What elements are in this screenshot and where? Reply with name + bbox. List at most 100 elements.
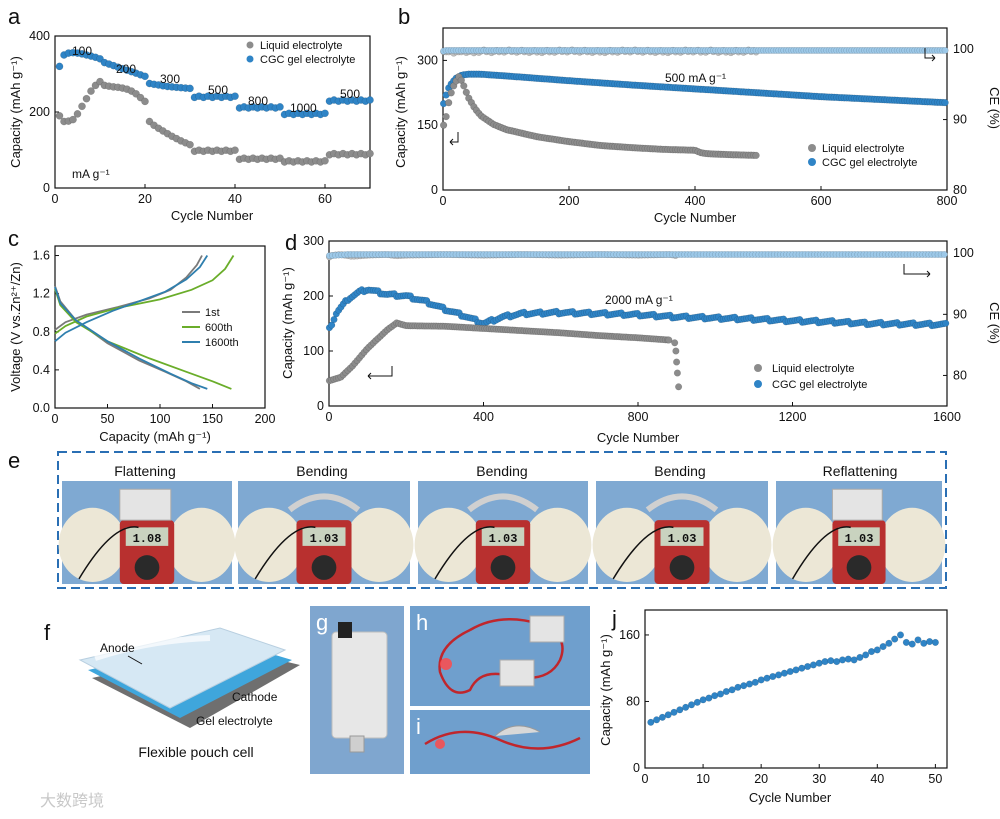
y-tick-label: 200 <box>29 105 50 119</box>
x-tick-label: 40 <box>228 192 242 206</box>
photo-e-2-bent-cell <box>287 493 361 513</box>
legend-d-liquid: Liquid electrolyte <box>772 363 855 375</box>
y-tick-label: 0 <box>431 183 438 197</box>
point-j <box>908 640 916 648</box>
point-j <box>711 692 719 700</box>
point-a-liquid <box>321 156 329 165</box>
arrow-to-left-axis-d <box>368 366 393 377</box>
panel-c-curves <box>54 255 235 390</box>
photo-e-4-probe-wire <box>612 526 674 580</box>
point-a-liquid <box>141 97 149 106</box>
y-tick-label: 0.8 <box>33 325 50 339</box>
point-j <box>722 688 730 696</box>
curve-c-1600th-discharge <box>54 286 208 390</box>
panel-c-xlabel: Capacity (mAh g⁻¹) <box>99 429 211 444</box>
point-a-gel <box>141 72 149 81</box>
point-d-liquid-fade <box>673 369 681 377</box>
point-a-gel <box>276 103 284 111</box>
panel-g: g <box>310 606 404 774</box>
panel-letter-e: e <box>8 448 20 473</box>
point-j <box>931 638 939 646</box>
x-tick-label: 800 <box>937 194 958 208</box>
point-j <box>914 636 922 644</box>
x-tick-label: 150 <box>202 412 223 426</box>
panel-c: c 0 50 100 150 200 0.0 0.4 0.8 1.2 1.6 Capacity (… <box>8 226 275 444</box>
point-b-liquid <box>462 88 470 96</box>
point-j <box>647 718 655 726</box>
point-d-gel <box>330 316 338 324</box>
legend-a-gel: CGC gel electrolyte <box>260 54 355 66</box>
photo-e-1-glove-right <box>167 507 236 582</box>
point-b-gel <box>941 98 949 107</box>
x-tick-label: 200 <box>255 412 276 426</box>
legend-b-gel-marker <box>808 158 816 166</box>
panel-j-points <box>647 631 939 726</box>
rate-label-300: 300 <box>160 72 180 86</box>
point-j <box>664 711 672 719</box>
legend-d-gel: CGC gel electrolyte <box>772 379 867 391</box>
arrow-head-right-b <box>931 54 936 62</box>
curve-c-600th-charge <box>54 255 235 335</box>
point-j <box>885 639 893 647</box>
point-j <box>891 635 899 643</box>
photo-e-5-probe-wire <box>791 526 851 580</box>
label-anode: Anode <box>100 641 135 655</box>
legend-a-liquid: Liquid electrolyte <box>260 40 343 52</box>
y2-tick-label: 100 <box>953 42 974 56</box>
panel-i: i <box>410 710 590 774</box>
panel-a-points <box>55 48 374 166</box>
photo-e-3-glove-right <box>523 507 592 582</box>
panel-b: b 0 200 400 600 800 0 150 300 80 90 100 Cycle Numb… <box>393 4 1000 225</box>
photo-g-tab-top <box>338 622 352 638</box>
y2-tick-label: 90 <box>953 113 967 127</box>
x-tick-label: 400 <box>473 410 494 424</box>
y-tick-label: 0.4 <box>33 363 50 377</box>
rate-unit-label: mA g⁻¹ <box>72 167 110 181</box>
panel-letter-g: g <box>316 610 328 635</box>
photo-e-1-probe-wire <box>78 526 139 580</box>
point-j <box>746 680 754 688</box>
point-j <box>792 666 800 674</box>
point-j <box>775 671 783 679</box>
photo-e-3-bent-cell <box>467 493 539 513</box>
point-b-liquid <box>752 151 760 160</box>
point-j <box>658 713 666 721</box>
x-tick-label: 60 <box>318 192 332 206</box>
panel-letter-b: b <box>398 4 410 29</box>
point-j <box>751 678 759 686</box>
point-a-gel <box>231 92 239 100</box>
photo-e-3-reading: 1.03 <box>489 532 518 546</box>
y-tick-label: 150 <box>417 118 438 132</box>
panel-c-ylabel: Voltage (V vs.Zn²⁺/Zn) <box>8 262 23 392</box>
anode-pointer <box>127 655 143 665</box>
x-tick-label: 0 <box>642 772 649 786</box>
y2-tick-label: 80 <box>953 183 967 197</box>
curve-c-1st-discharge <box>54 285 201 390</box>
panel-e-title-1: Flattening <box>114 463 175 479</box>
point-j <box>850 656 858 664</box>
panel-d-rate: 2000 mA g⁻¹ <box>605 293 673 307</box>
panel-b-points <box>440 46 949 160</box>
panel-j-frame <box>644 609 948 769</box>
panel-d-points <box>325 251 950 391</box>
point-b-liquid <box>460 82 468 90</box>
rate-label-200: 200 <box>116 62 136 76</box>
point-j <box>688 701 696 709</box>
x-tick-label: 1200 <box>779 410 807 424</box>
x-tick-label: 10 <box>696 772 710 786</box>
panel-e-title-2: Bending <box>296 463 347 479</box>
legend-d-liquid-marker <box>754 364 762 372</box>
legend-a-gel-marker <box>246 55 254 63</box>
point-j <box>920 639 928 647</box>
point-a-gel <box>186 84 194 93</box>
photo-e-4-glove-left <box>592 507 662 582</box>
photo-e-1-dial <box>134 555 160 580</box>
point-d-liquid-fade <box>673 358 681 366</box>
x-tick-label: 800 <box>628 410 649 424</box>
point-j <box>868 648 876 656</box>
point-j <box>862 651 870 659</box>
panel-letter-c: c <box>8 226 19 251</box>
panel-j-ylabel: Capacity (mAh g⁻¹) <box>598 634 613 746</box>
panel-letter-j: j <box>611 606 617 631</box>
